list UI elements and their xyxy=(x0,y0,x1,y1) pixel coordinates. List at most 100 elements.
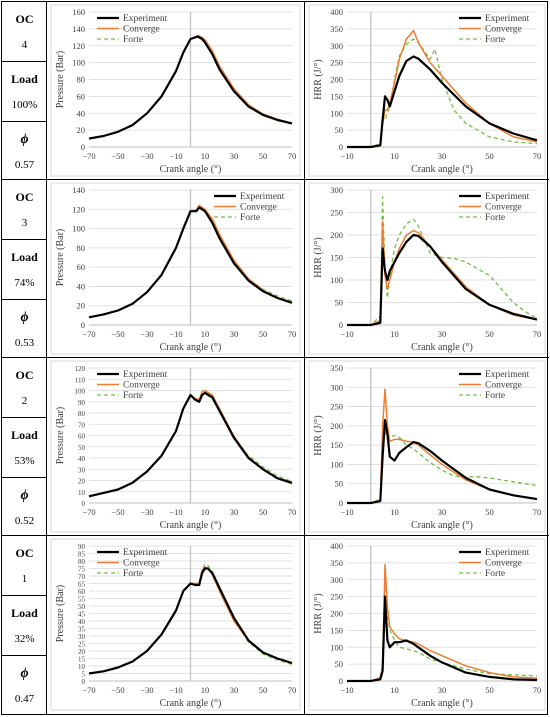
phi-value: 0.52 xyxy=(14,515,35,527)
chart-area-border xyxy=(308,360,546,533)
legend-label: Forte xyxy=(485,35,505,45)
x-tick-label: 30 xyxy=(438,685,447,695)
y-tick-label: 0 xyxy=(82,678,86,686)
pressure-chart: 0 10 20 30 40 50 60 70 80 90 100 110 120 −70 −50 −30 −10… xyxy=(50,360,301,533)
series-line-experiment xyxy=(347,595,538,683)
y-tick-label: 140 xyxy=(72,185,85,195)
x-tick-label: 70 xyxy=(288,507,297,517)
y-tick-label: 0 xyxy=(339,498,343,508)
y-tick-label: 80 xyxy=(77,243,86,253)
y-tick-label: 200 xyxy=(330,75,343,85)
y-axis-label: Pressure (Bar) xyxy=(55,51,66,108)
legend-label: Converge xyxy=(485,203,522,213)
y-tick-label: 150 xyxy=(330,91,343,101)
series-line-experiment xyxy=(88,391,293,498)
phi-cell: ϕ 0.53 xyxy=(2,300,47,358)
y-axis-label: HRR (J/°) xyxy=(313,415,324,455)
x-tick-label: −30 xyxy=(140,151,153,161)
x-tick-label: 10 xyxy=(201,507,210,517)
y-tick-label: 0 xyxy=(339,676,343,686)
x-tick-label: 70 xyxy=(533,329,542,339)
oc-label: OC xyxy=(15,190,34,204)
legend-label: Forte xyxy=(240,213,260,223)
series-line-forte xyxy=(347,429,538,504)
x-tick-label: 50 xyxy=(259,507,268,517)
legend-label: Experiment xyxy=(123,370,168,380)
chart-area-border xyxy=(50,360,301,533)
y-tick-label: 10 xyxy=(78,663,86,671)
y-tick-label: 60 xyxy=(77,262,86,272)
oc-cell: OC 2 xyxy=(2,358,47,418)
hrr-chart: 0 50 100 150 200 250 300 −10 10 30 50 70 Crank angle… xyxy=(308,182,546,355)
load-label: Load xyxy=(11,72,38,86)
load-label: Load xyxy=(11,428,38,442)
chart-area-border xyxy=(50,538,301,711)
y-tick-label: 250 xyxy=(330,402,343,412)
y-tick-label: 150 xyxy=(330,440,343,450)
y-tick-label: 70 xyxy=(78,573,86,581)
y-tick-label: 100 xyxy=(72,58,85,68)
x-tick-label: 30 xyxy=(438,151,447,161)
y-tick-label: 60 xyxy=(78,433,86,441)
x-tick-label: −50 xyxy=(111,151,124,161)
y-tick-label: 400 xyxy=(330,541,343,551)
series-line-experiment xyxy=(88,35,293,140)
y-tick-label: 85 xyxy=(78,551,86,559)
y-tick-label: 80 xyxy=(78,558,86,566)
hrr-chart: 0 50 100 150 200 250 300 350 400 −10 10 30 50 70 Crank… xyxy=(308,4,546,177)
y-tick-label: 200 xyxy=(330,609,343,619)
oc-value: 1 xyxy=(21,573,28,585)
x-tick-label: −70 xyxy=(82,507,95,517)
series-line-experiment xyxy=(347,55,538,149)
phi-label: ϕ xyxy=(20,666,29,681)
y-tick-label: 70 xyxy=(78,421,86,429)
x-tick-label: 30 xyxy=(438,329,447,339)
x-tick-label: −30 xyxy=(140,329,153,339)
series-line-converge xyxy=(347,29,538,148)
series-line-experiment xyxy=(88,206,293,319)
x-tick-label: 70 xyxy=(533,507,542,517)
y-tick-label: 20 xyxy=(78,648,86,656)
series-line-converge xyxy=(347,220,538,326)
x-tick-label: −50 xyxy=(111,329,124,339)
pressure-plot-cell: 0 20 40 60 80 100 120 140 160 −70 −50 −30 −10 10 30 50 7… xyxy=(47,2,305,179)
y-tick-label: 20 xyxy=(77,125,86,135)
load-cell: Load 74% xyxy=(2,240,47,300)
chart-area-border xyxy=(308,538,546,711)
hrr-plot-cell: 0 50 100 150 200 250 300 −10 10 30 50 70 Crank angle… xyxy=(305,180,549,357)
load-value: 74% xyxy=(14,277,35,289)
parameter-column: OC 1 Load 32% ϕ 0.47 xyxy=(2,536,47,714)
pressure-plot-cell: 0 20 40 60 80 100 120 140 −70 −50 −30 −10 10 30 50 70 Cr… xyxy=(47,180,305,357)
y-tick-label: 100 xyxy=(72,224,85,234)
x-axis-label: Crank angle (°) xyxy=(160,520,222,531)
series-line-forte xyxy=(347,575,538,682)
load-cell: Load 100% xyxy=(2,62,47,122)
x-tick-label: 50 xyxy=(259,329,268,339)
y-tick-label: 20 xyxy=(77,301,86,311)
phi-label: ϕ xyxy=(20,132,29,147)
x-axis-label: Crank angle (°) xyxy=(411,342,473,353)
y-tick-label: 30 xyxy=(78,633,86,641)
y-tick-label: 100 xyxy=(330,459,343,469)
load-label: Load xyxy=(11,250,38,264)
y-axis-label: Pressure (Bar) xyxy=(55,407,66,464)
table-row: OC 2 Load 53% ϕ 0.52 0 10 20 30 40 50 60 70 80 90 100 110… xyxy=(2,358,549,536)
legend-label: Converge xyxy=(485,381,522,391)
y-tick-label: 50 xyxy=(335,659,344,669)
x-tick-label: 70 xyxy=(533,685,542,695)
x-tick-label: 50 xyxy=(259,151,268,161)
oc-label: OC xyxy=(15,12,34,26)
legend-label: Experiment xyxy=(485,14,530,24)
legend-label: Experiment xyxy=(240,192,285,202)
y-tick-label: 80 xyxy=(78,410,86,418)
x-tick-label: 70 xyxy=(288,685,297,695)
y-tick-label: 350 xyxy=(330,24,343,34)
y-tick-label: 350 xyxy=(330,363,343,373)
x-tick-label: 70 xyxy=(533,151,542,161)
y-tick-label: 75 xyxy=(78,566,86,574)
x-tick-label: 30 xyxy=(230,685,239,695)
hrr-plot-cell: 0 50 100 150 200 250 300 350 400 −10 10 30 50 70 Crank… xyxy=(305,2,549,179)
legend-label: Forte xyxy=(123,35,143,45)
parameter-column: OC 3 Load 74% ϕ 0.53 xyxy=(2,180,47,357)
